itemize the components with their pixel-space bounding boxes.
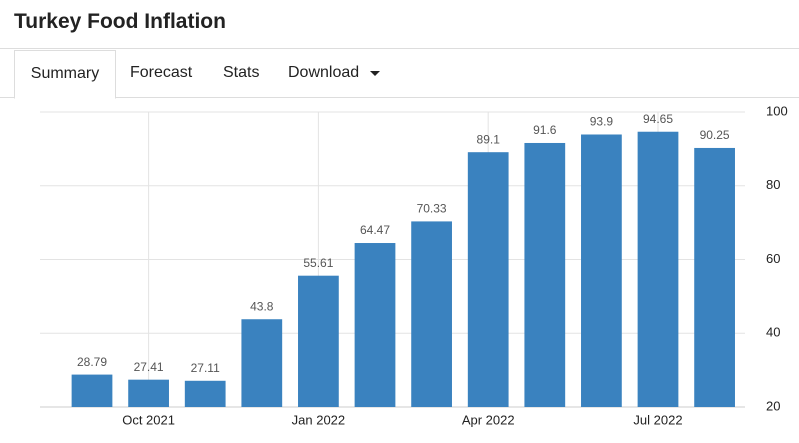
data-label: 43.8 [250, 299, 274, 313]
page-title: Turkey Food Inflation [14, 10, 226, 33]
data-label: 28.79 [77, 355, 107, 369]
bar [354, 243, 396, 407]
y-tick-label: 60 [766, 251, 780, 266]
y-tick-label: 20 [766, 398, 780, 413]
data-label: 93.9 [590, 115, 614, 129]
dropdown-caret [370, 71, 380, 76]
x-tick-label: Jul 2022 [633, 412, 682, 427]
tab[interactable]: Forecast [130, 64, 193, 81]
data-label: 91.6 [533, 123, 557, 137]
bar [467, 152, 509, 407]
bar [524, 142, 566, 407]
bar [694, 147, 735, 407]
bar [581, 134, 622, 407]
bar [71, 374, 113, 407]
bar [241, 319, 283, 407]
x-tick-label: Apr 2022 [462, 412, 515, 427]
bar [411, 221, 452, 407]
bar [184, 380, 226, 407]
data-label: 70.33 [417, 202, 447, 216]
y-tick-label: 100 [766, 103, 788, 118]
data-label: 64.47 [360, 223, 390, 237]
tab[interactable]: Download [288, 64, 360, 81]
tab[interactable]: Stats [223, 64, 260, 81]
bar [637, 131, 679, 407]
bar [128, 379, 169, 407]
x-tick-label: Jan 2022 [292, 412, 346, 427]
header-rule [0, 48, 799, 49]
data-label: 27.11 [191, 361, 220, 375]
y-tick-label: 40 [766, 325, 780, 340]
y-tick-label: 80 [766, 177, 780, 192]
data-label: 27.41 [134, 360, 164, 374]
data-label: 94.65 [643, 112, 673, 126]
bar [298, 275, 339, 407]
tab-bar: Summary Forecast Stats Download [0, 50, 799, 99]
data-label: 90.25 [700, 128, 730, 142]
data-label: 55.61 [303, 256, 333, 270]
tab[interactable]: Summary [14, 50, 116, 99]
data-label: 89.1 [477, 132, 501, 146]
x-tick-label: Oct 2021 [122, 412, 175, 427]
